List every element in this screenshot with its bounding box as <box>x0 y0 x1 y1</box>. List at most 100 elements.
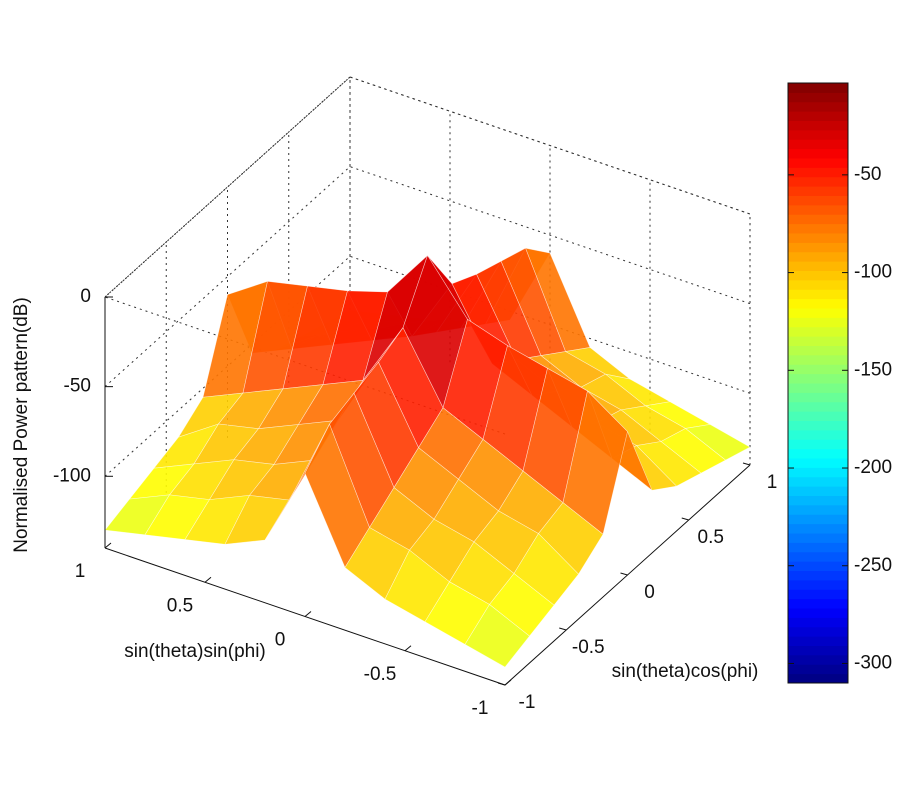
box-edge <box>104 76 351 298</box>
colorbar-band <box>788 214 848 225</box>
colorbar: -300 -250 -200 -150 -100 -50 <box>787 82 892 684</box>
colorbar-band <box>788 551 848 562</box>
colorbar-band <box>788 411 848 421</box>
y-tick-label: 0 <box>644 582 655 603</box>
surface-patch <box>464 604 530 668</box>
colorbar-band <box>788 514 848 525</box>
colorbar-band <box>788 542 848 553</box>
axes-front: -100 -50 0 -1 -0.5 0 0.5 1 -1 -0.5 0 0.5 1 <box>53 286 777 719</box>
colorbar-band <box>788 579 848 590</box>
colorbar-band <box>788 401 848 412</box>
colorbar-band <box>788 645 848 656</box>
colorbar-band <box>788 626 848 637</box>
colorbar-band <box>788 523 848 534</box>
colorbar-band <box>788 129 848 140</box>
colorbar-band <box>788 392 848 403</box>
colorbar-band <box>788 298 848 309</box>
x-tick-label: -0.5 <box>364 664 397 685</box>
colorbar-tick-label: -50 <box>854 164 881 185</box>
colorbar-band <box>788 120 848 131</box>
grid-line <box>104 166 751 388</box>
y-tick-label: 0.5 <box>698 527 724 548</box>
colorbar-band <box>788 570 848 581</box>
x-tick-label: 0 <box>275 630 286 651</box>
colorbar-tick-label: -250 <box>854 555 892 576</box>
y-tick-label: -1 <box>519 692 536 713</box>
z-tick-label: -50 <box>64 376 91 397</box>
x-tick <box>204 576 212 583</box>
colorbar-band <box>788 167 848 178</box>
colorbar-band <box>788 233 848 243</box>
colorbar-band <box>788 654 848 665</box>
colorbar-band <box>788 83 848 93</box>
y-axis-label: sin(theta)cos(phi) <box>612 661 759 682</box>
colorbar-band <box>788 533 848 543</box>
colorbar-band <box>788 664 848 675</box>
colorbar-band <box>788 504 848 515</box>
surface <box>104 247 751 668</box>
colorbar-band <box>788 261 848 271</box>
z-tick-label: -100 <box>53 465 91 486</box>
colorbar-band <box>788 139 848 150</box>
colorbar-band <box>788 420 848 431</box>
x-tick-label: -1 <box>472 698 489 719</box>
x-tick <box>304 611 312 617</box>
grid-line <box>104 255 751 477</box>
colorbar-band <box>788 111 848 121</box>
colorbar-band <box>788 270 848 281</box>
colorbar-frame <box>787 82 849 684</box>
colorbar-band <box>788 439 848 450</box>
colorbar-band <box>788 673 848 684</box>
colorbar-band <box>788 326 848 337</box>
grid-line <box>104 76 751 298</box>
colorbar-band <box>788 608 848 618</box>
colorbar-band <box>788 289 848 300</box>
y-tick <box>742 462 751 466</box>
y-tick <box>620 572 628 576</box>
colorbar-band <box>788 345 848 356</box>
colorbar-band <box>788 429 848 440</box>
colorbar-band <box>788 598 848 609</box>
colorbar-band <box>788 636 848 646</box>
z-tick-label: 0 <box>80 286 91 307</box>
colorbar-band <box>788 467 848 478</box>
colorbar-band <box>788 354 848 365</box>
colorbar-band <box>788 589 848 600</box>
y-tick <box>559 627 567 631</box>
x-tick-label: 1 <box>75 561 86 582</box>
colorbar-band <box>788 176 848 187</box>
colorbar-band <box>788 617 848 628</box>
colorbar-band <box>788 242 848 253</box>
colorbar-band <box>788 458 848 468</box>
colorbar-band <box>788 92 848 103</box>
y-tick <box>681 517 689 521</box>
x-tick <box>404 645 412 652</box>
colorbar-band <box>788 486 848 496</box>
colorbar-band <box>788 204 848 215</box>
x-tick-label: 0.5 <box>167 595 193 616</box>
colorbar-band <box>788 364 848 375</box>
colorbar-band <box>788 279 848 290</box>
colorbar-band <box>788 336 848 346</box>
colorbar-band <box>788 317 848 328</box>
colorbar-band <box>788 373 848 384</box>
colorbar-band <box>788 561 848 571</box>
colorbar-band <box>788 251 848 262</box>
colorbar-band <box>788 223 848 234</box>
y-tick-label: 1 <box>767 472 778 493</box>
y-tick-label: -0.5 <box>572 637 605 658</box>
colorbar-band <box>788 186 848 196</box>
z-axis-label: Normalised Power pattern(dB) <box>11 297 32 553</box>
x-tick <box>504 679 512 686</box>
colorbar-band <box>788 158 848 168</box>
x-tick <box>104 542 112 549</box>
x-axis-label: sin(theta)sin(phi) <box>124 641 266 662</box>
colorbar-tick-label: -300 <box>854 652 892 673</box>
colorbar-tick-label: -100 <box>854 262 892 283</box>
colorbar-band <box>788 101 848 112</box>
colorbar-tick-label: -150 <box>854 359 892 380</box>
colorbar-band <box>788 195 848 206</box>
colorbar-tick-label: -200 <box>854 457 892 478</box>
colorbar-band <box>788 495 848 506</box>
